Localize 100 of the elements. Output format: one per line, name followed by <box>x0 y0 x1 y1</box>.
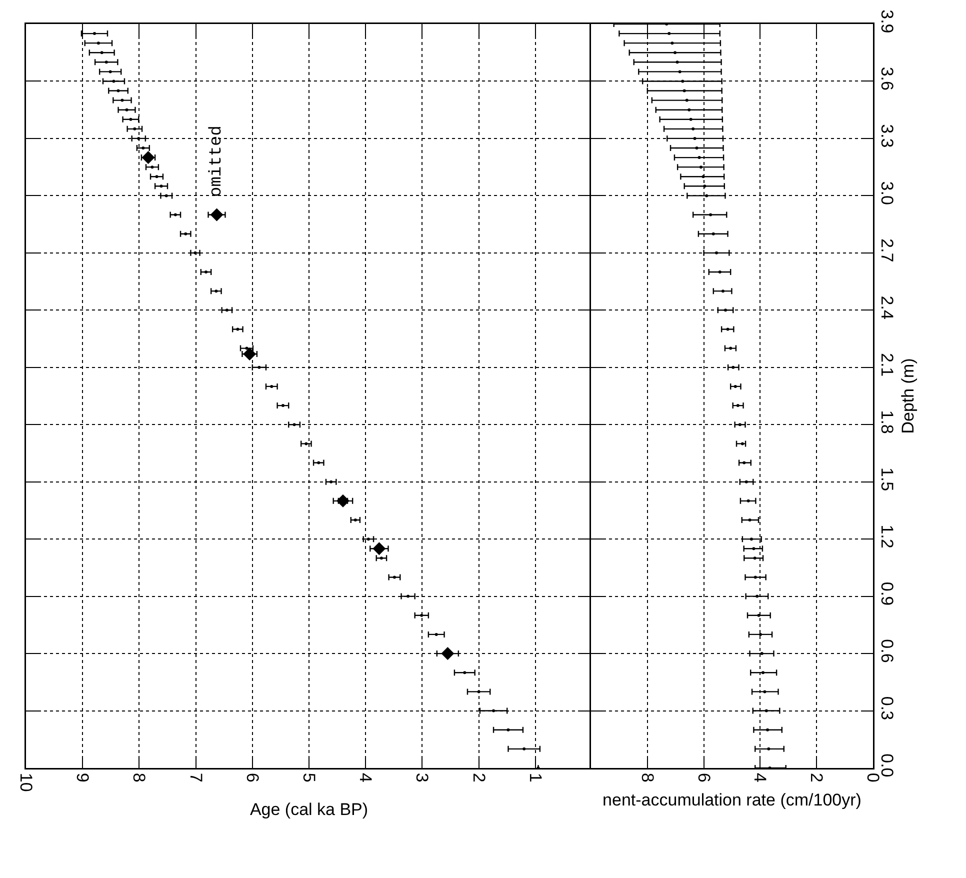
point <box>678 70 682 74</box>
y-tick-label: 2.4 <box>877 296 896 320</box>
point <box>304 442 308 446</box>
point <box>214 290 218 293</box>
y-tick-label: 1.2 <box>877 524 896 548</box>
point <box>142 146 145 150</box>
y-tick-label: 0.3 <box>877 696 896 720</box>
point <box>688 108 691 112</box>
point <box>522 747 526 750</box>
y-tick-label: 0.9 <box>877 582 896 606</box>
point <box>676 60 679 64</box>
point <box>742 461 746 464</box>
point <box>420 614 424 617</box>
point <box>434 632 438 636</box>
y-tick-label: 3.0 <box>877 181 896 205</box>
point <box>754 576 757 579</box>
point <box>674 51 677 54</box>
annotation: omitted <box>207 126 226 198</box>
point <box>756 594 759 598</box>
y-tick-label: 3.3 <box>877 124 896 148</box>
point <box>372 542 386 556</box>
y-tick-label: 3.6 <box>877 66 896 90</box>
x-tick-label: 4 <box>356 772 376 782</box>
point <box>243 348 256 361</box>
point <box>330 480 333 484</box>
point <box>748 518 752 522</box>
point <box>767 747 770 750</box>
y-tick-label: 1.8 <box>877 410 896 434</box>
point <box>366 538 370 541</box>
point <box>142 151 155 164</box>
point <box>441 647 454 660</box>
point <box>685 98 688 102</box>
point <box>712 232 715 236</box>
x-tick-label: 10 <box>16 772 36 792</box>
point <box>210 208 224 222</box>
point <box>120 98 124 102</box>
x-tick-label: 6 <box>242 772 262 782</box>
x-tick-label: 6 <box>694 772 714 782</box>
point <box>392 576 396 579</box>
point <box>112 80 116 83</box>
point <box>698 156 701 160</box>
point <box>317 461 320 464</box>
point <box>693 136 696 140</box>
x-axis-title: Age (cal ka BP) <box>250 800 368 819</box>
y-tick-label: 2.7 <box>877 238 896 262</box>
point <box>699 166 702 169</box>
point <box>750 538 753 541</box>
point <box>406 594 410 598</box>
point <box>740 442 744 446</box>
point <box>506 728 510 732</box>
point <box>724 308 728 312</box>
point <box>463 671 466 674</box>
y-tick-label: 3.9 <box>877 10 896 34</box>
point <box>682 89 686 92</box>
x-tick-label: 1 <box>526 772 545 782</box>
point <box>108 70 112 74</box>
point <box>762 671 765 674</box>
point <box>155 175 158 178</box>
x-axis-title: nent-accumulation rate (cm/100yr) <box>602 790 862 810</box>
point <box>184 232 188 236</box>
point <box>245 346 248 350</box>
point <box>695 146 698 150</box>
point <box>766 728 770 732</box>
point <box>164 194 168 198</box>
y-axis-title: Depth (m) <box>898 358 918 434</box>
point <box>236 328 240 331</box>
point <box>752 547 756 550</box>
point <box>709 213 712 216</box>
point <box>670 42 674 45</box>
point <box>125 108 128 112</box>
point <box>703 184 706 188</box>
point <box>732 366 735 369</box>
point <box>764 709 768 712</box>
point <box>96 42 100 45</box>
point <box>137 136 140 140</box>
point <box>258 366 261 369</box>
point <box>380 556 383 560</box>
point <box>702 175 705 178</box>
point <box>492 709 496 712</box>
x-tick-label: 2 <box>469 772 488 782</box>
point <box>292 423 296 426</box>
point <box>746 499 750 502</box>
x-tick-label: 8 <box>130 772 149 782</box>
point <box>270 384 274 388</box>
point <box>133 127 136 130</box>
point <box>763 690 766 694</box>
point <box>757 614 760 617</box>
point <box>160 184 163 188</box>
point <box>738 423 742 426</box>
point <box>705 194 708 198</box>
point <box>726 328 730 331</box>
point <box>116 89 120 92</box>
x-tick-label: 7 <box>186 772 206 782</box>
point <box>753 556 756 560</box>
x-tick-label: 5 <box>299 772 318 782</box>
point <box>129 118 132 121</box>
point <box>714 251 718 254</box>
point <box>225 308 228 312</box>
point <box>174 213 177 216</box>
point <box>721 290 724 293</box>
